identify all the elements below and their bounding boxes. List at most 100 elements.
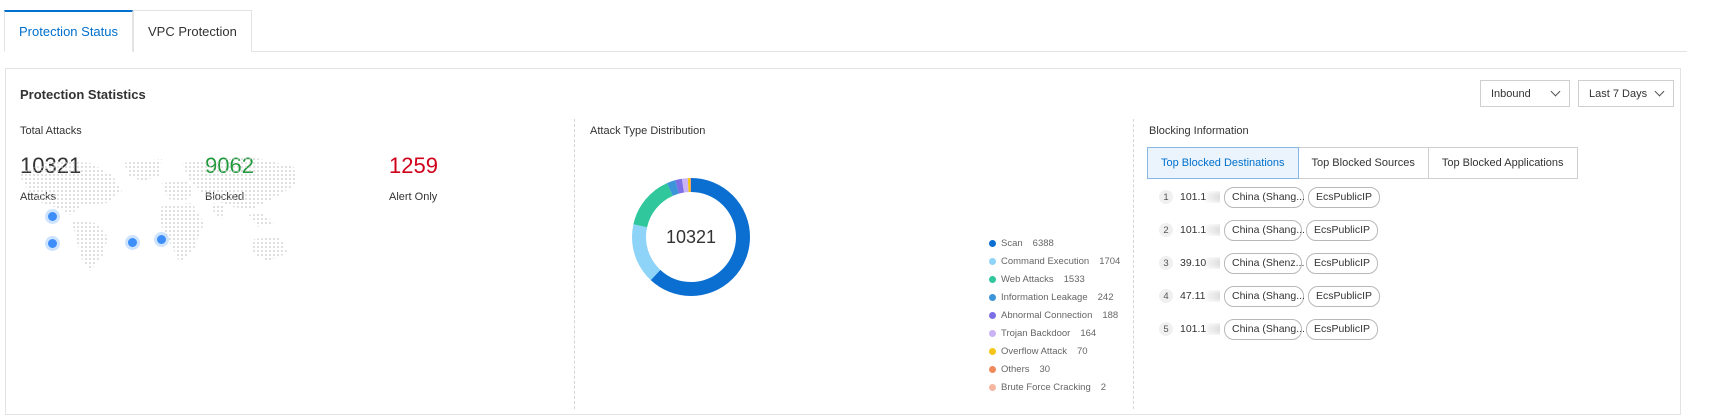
blocking-information-label: Blocking Information xyxy=(1149,125,1249,137)
table-row[interactable]: 5 101.1 China (Shang... EcsPublicIP xyxy=(1159,318,1379,340)
region-tag[interactable]: China (Shang... xyxy=(1224,186,1305,208)
legend-label: Scan xyxy=(1001,238,1023,250)
legend-item[interactable]: Information Leakage 242 xyxy=(989,289,1120,307)
region-tag[interactable]: China (Shang... xyxy=(1224,219,1305,241)
direction-select[interactable]: Inbound xyxy=(1480,80,1570,107)
legend-item[interactable]: Command Execution 1704 xyxy=(989,253,1120,271)
table-row[interactable]: 1 101.10 China (Shang...EcsPublicIP xyxy=(1159,186,1381,208)
legend-swatch xyxy=(989,276,996,284)
legend-swatch xyxy=(989,240,996,248)
tab-top-blocked-applications[interactable]: Top Blocked Applications xyxy=(1427,147,1578,179)
direction-select-value: Inbound xyxy=(1491,87,1531,100)
attack-location-marker[interactable] xyxy=(128,238,137,247)
section-divider xyxy=(1133,119,1134,409)
attack-location-marker[interactable] xyxy=(48,212,57,221)
table-row[interactable]: 3 39.10 China (Shenz... EcsPublicIP xyxy=(1159,252,1379,274)
table-row[interactable]: 2 101.1 China (Shang... EcsPublicIP xyxy=(1159,219,1379,241)
ip-text: 101.1 xyxy=(1180,224,1207,236)
attack-type-distribution-label: Attack Type Distribution xyxy=(590,125,706,137)
redaction-blur xyxy=(1206,192,1220,203)
alert-only-count: 1259 xyxy=(389,153,438,178)
asset-type-tag[interactable]: EcsPublicIP xyxy=(1306,219,1379,241)
tab-vpc-protection[interactable]: VPC Protection xyxy=(133,10,252,52)
row-index: 2 xyxy=(1159,223,1173,237)
chevron-down-icon xyxy=(1654,86,1665,97)
asset-type-tag[interactable]: EcsPublicIP xyxy=(1308,285,1381,307)
redaction-blur xyxy=(1206,225,1220,236)
legend-swatch xyxy=(989,347,996,355)
donut-slice-others[interactable] xyxy=(632,178,750,296)
legend-value: 6388 xyxy=(1032,238,1054,250)
ip-text: 39.10 xyxy=(1180,257,1207,269)
legend-value: 70 xyxy=(1077,345,1088,357)
row-ip: 39.10 xyxy=(1180,257,1220,269)
legend-label: Web Attacks xyxy=(1001,274,1054,286)
row-ip: 101.1 xyxy=(1180,224,1220,236)
legend-value: 242 xyxy=(1097,292,1114,304)
row-index: 4 xyxy=(1159,289,1173,303)
region-tag[interactable]: China (Shang... xyxy=(1224,285,1305,307)
legend-value: 2 xyxy=(1100,381,1107,393)
legend-swatch xyxy=(989,312,996,319)
redaction-blur xyxy=(1206,324,1220,335)
row-index: 1 xyxy=(1159,190,1173,204)
chevron-down-icon xyxy=(1550,86,1561,97)
attack-type-donut-chart xyxy=(632,178,750,296)
legend-label: Overflow Attack xyxy=(1001,345,1067,357)
legend-item[interactable]: Overflow Attack 70 xyxy=(989,342,1120,360)
donut-slice-command-execution[interactable] xyxy=(632,178,750,296)
total-attacks-label: Total Attacks xyxy=(20,125,82,137)
row-ip: 101.1 xyxy=(1180,323,1220,335)
tab-protection-status[interactable]: Protection Status xyxy=(4,10,133,52)
redaction-blur xyxy=(1205,291,1220,302)
legend-item[interactable]: Others 30 xyxy=(989,360,1120,378)
blocking-tabs: Top Blocked Destinations Top Blocked Sour… xyxy=(1147,147,1578,179)
range-select[interactable]: Last 7 Days xyxy=(1578,80,1674,107)
asset-type-tag[interactable]: EcsPublicIP xyxy=(1306,252,1379,274)
asset-type-tag[interactable]: EcsPublicIP xyxy=(1308,186,1381,208)
asset-type-tag[interactable]: EcsPublicIP xyxy=(1306,318,1379,340)
row-index: 5 xyxy=(1159,322,1173,336)
row-index: 3 xyxy=(1159,256,1173,270)
region-tag[interactable]: China (Shenz... xyxy=(1224,252,1304,274)
legend-label: Information Leakage xyxy=(1001,292,1088,304)
region-tag[interactable]: China (Shang... xyxy=(1224,318,1305,340)
legend-item[interactable]: Trojan Backdoor 164 xyxy=(989,324,1120,342)
alert-only-caption: Alert Only xyxy=(389,191,438,203)
panel-title: Protection Statistics xyxy=(20,87,146,102)
donut-center-total: 10321 xyxy=(665,226,717,247)
legend-swatch xyxy=(989,258,996,266)
legend-item[interactable]: Abnormal Connection 188 xyxy=(989,307,1120,325)
ip-text: 101.1 xyxy=(1180,191,1207,203)
legend-swatch xyxy=(989,329,996,337)
legend-value: 164 xyxy=(1080,327,1097,339)
legend-swatch xyxy=(989,365,996,373)
redaction-blur xyxy=(1206,258,1220,269)
table-row[interactable]: 4 47.11 China (Shang... EcsPublicIP xyxy=(1159,285,1381,307)
legend-value: 1704 xyxy=(1099,256,1121,268)
legend-value: 1533 xyxy=(1063,274,1085,286)
legend-value: 188 xyxy=(1102,310,1119,321)
ip-text: 47.11 xyxy=(1180,290,1206,302)
legend-item[interactable]: Web Attacks 1533 xyxy=(989,271,1120,289)
attack-type-legend: Scan 6388 Command Execution 1704 Web Attacks… xyxy=(989,235,1120,396)
legend-label: Brute Force Cracking xyxy=(1001,381,1091,393)
legend-value: 30 xyxy=(1039,363,1051,375)
tab-top-blocked-destinations[interactable]: Top Blocked Destinations xyxy=(1147,147,1299,179)
row-ip: 47.11 xyxy=(1180,290,1220,302)
legend-swatch xyxy=(989,294,996,302)
legend-label: Others xyxy=(1001,363,1030,375)
legend-swatch xyxy=(989,383,996,391)
world-map xyxy=(18,157,296,271)
legend-label: Command Execution xyxy=(1001,256,1090,268)
attack-location-marker[interactable] xyxy=(48,239,57,248)
legend-label: Trojan Backdoor xyxy=(1001,327,1071,339)
attack-location-marker[interactable] xyxy=(157,235,166,244)
row-ip: 101.10 xyxy=(1180,191,1220,203)
tab-top-blocked-sources[interactable]: Top Blocked Sources xyxy=(1297,147,1429,179)
legend-item[interactable]: Brute Force Cracking 2 xyxy=(989,378,1120,396)
ip-text: 101.1 xyxy=(1180,323,1207,335)
legend-label: Abnormal Connection xyxy=(1001,310,1093,321)
legend-item[interactable]: Scan 6388 xyxy=(989,235,1120,253)
top-tabs: Protection Status VPC Protection xyxy=(4,10,1687,52)
